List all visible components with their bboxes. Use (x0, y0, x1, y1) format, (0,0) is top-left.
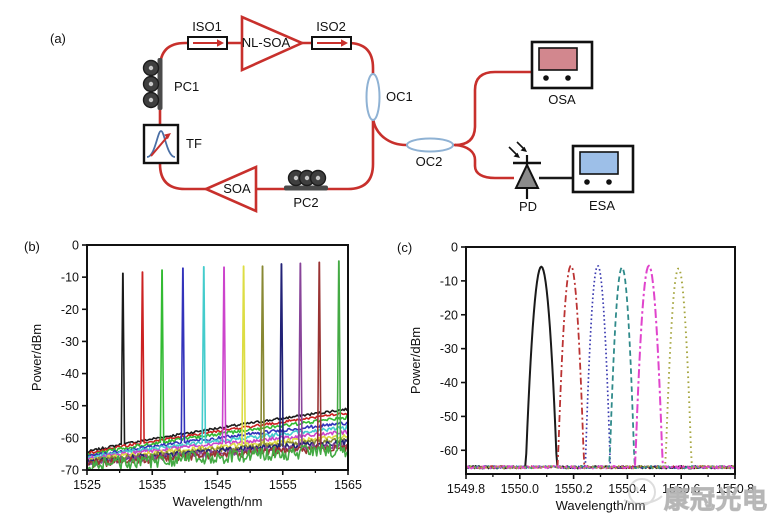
pc1-icon (142, 58, 163, 110)
y-tick-label: 0 (451, 241, 458, 255)
panel-label-b: (b) (24, 239, 40, 254)
y-tick-label: -40 (440, 376, 458, 390)
x-tick-label: 1550.0 (501, 482, 539, 496)
x-tick-label: 1525 (73, 478, 101, 492)
x-tick-label: 1555 (269, 478, 297, 492)
iso2-label: ISO2 (316, 19, 346, 34)
iso1-label: ISO1 (192, 19, 222, 34)
coupler-oc1-icon (365, 73, 381, 121)
axes-frame-c (465, 246, 736, 475)
x-tick-label: 1545 (204, 478, 232, 492)
isolator1-icon (187, 36, 228, 50)
osa-label: OSA (548, 92, 576, 107)
x-axis-title-c: Wavelength/nm (556, 498, 646, 513)
x-tick-label: 1549.8 (447, 482, 485, 496)
nl-soa-label: NL-SOA (242, 35, 291, 50)
osa-instrument-icon (530, 40, 594, 90)
series-curve-1550.08nm (466, 265, 735, 470)
y-tick-label: -60 (61, 431, 79, 445)
y-tick-label: -70 (61, 464, 79, 478)
pc2-icon (284, 169, 328, 191)
series-curve-1550.48nm (466, 264, 735, 470)
chart-c: 1549.8 1550.0 1550.2 1550.4 1550.6 1550.8 0 -10… (397, 240, 754, 513)
esa-instrument-icon (571, 144, 635, 194)
nl-soa-amplifier-icon (240, 15, 306, 73)
soa-amplifier-icon (202, 165, 258, 213)
series-curve-1550.29nm (466, 265, 735, 470)
y-tick-label: -50 (440, 410, 458, 424)
x-tick-label: 1550.6 (662, 482, 700, 496)
series-line-1539.7nm (87, 267, 348, 457)
axes-frame-b (86, 244, 349, 471)
y-tick-label: -60 (440, 444, 458, 458)
coupler-oc2-icon (406, 137, 454, 153)
pc2-label: PC2 (293, 195, 318, 210)
oc1-label: OC1 (386, 89, 413, 104)
panel-a-label: (a) (50, 31, 66, 46)
fiber-branch-to-osa (454, 70, 534, 147)
y-tick-label: -40 (61, 367, 79, 381)
setup-diagram: (a) ISO1 NL-SOA ISO2 PC1 TF SOA PC2 OC1 … (50, 15, 635, 214)
soa-label: SOA (223, 181, 251, 196)
pd-label: PD (519, 199, 537, 214)
fiber-branch-to-pd (454, 143, 514, 180)
x-tick-label: 1550.4 (608, 482, 646, 496)
x-tick-label: 1550.8 (716, 482, 754, 496)
series-line-1549.0nm (87, 265, 348, 463)
y-tick-label: -30 (61, 335, 79, 349)
x-tick-label: 1535 (138, 478, 166, 492)
series-group-c (466, 264, 735, 470)
series-curve-1550.59nm (466, 267, 735, 470)
series-line-1542.9nm (87, 266, 348, 460)
tf-label: TF (186, 136, 202, 151)
series-line-1533.5nm (87, 271, 348, 456)
oc2-label: OC2 (416, 154, 443, 169)
tunable-filter-icon (142, 123, 180, 165)
panel-label-c: (c) (397, 240, 412, 255)
photodiode-icon (508, 141, 541, 199)
pc1-label: PC1 (174, 79, 199, 94)
series-curve-1550.38nm (466, 266, 735, 470)
y-tick-label: -50 (61, 399, 79, 413)
y-tick-label: -30 (440, 342, 458, 356)
fiber-tap-to-oc2 (371, 117, 456, 147)
y-tick-label: 0 (72, 239, 79, 253)
series-line-1560.6nm (87, 261, 348, 468)
y-tick-label: -20 (61, 303, 79, 317)
x-tick-label: 1550.2 (554, 482, 592, 496)
series-curve-1550.19nm (466, 265, 735, 470)
y-tick-label: -20 (440, 308, 458, 322)
y-axis-title-c: Power/dBm (408, 327, 423, 394)
isolator2-icon (311, 36, 352, 50)
y-axis-title-b: Power/dBm (29, 324, 44, 391)
series-line-1536.5nm (87, 269, 348, 458)
y-tick-label: -10 (440, 274, 458, 288)
series-group-b (87, 260, 348, 470)
esa-label: ESA (589, 198, 615, 213)
y-tick-label: -10 (61, 271, 79, 285)
x-tick-label: 1565 (334, 478, 362, 492)
series-line-1563.6nm (87, 260, 348, 470)
x-axis-title-b: Wavelength/nm (173, 494, 263, 509)
series-line-1530.5nm (87, 272, 348, 454)
chart-b: 1525 1535 1545 1555 1565 0 -10 -20 -30 -40 -50 -60 -… (24, 239, 362, 510)
